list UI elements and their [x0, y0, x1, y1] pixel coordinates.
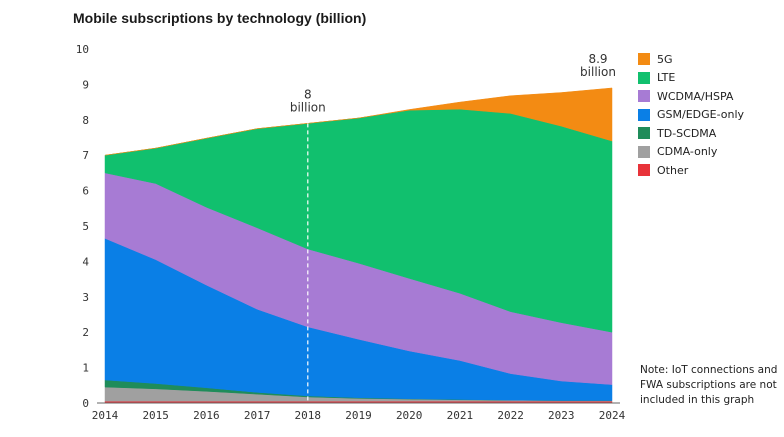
x-tick-label: 2023 [548, 409, 575, 422]
legend-label: WCDMA/HSPA [657, 89, 734, 103]
x-tick-label: 2022 [497, 409, 524, 422]
legend: 5G LTE WCDMA/HSPA GSM/EDGE-only TD-SCDMA CDMA… [638, 50, 744, 180]
x-tick-label: 2021 [447, 409, 474, 422]
legend-item: Other [638, 161, 744, 180]
legend-swatch [638, 127, 650, 140]
x-tick-label: 2020 [396, 409, 423, 422]
legend-swatch [638, 145, 650, 158]
y-tick-label: 3 [82, 291, 89, 304]
area-series-group [104, 87, 613, 404]
y-tick-label: 5 [82, 220, 89, 233]
x-tick-label: 2014 [92, 409, 119, 422]
axes-group: 0 1 2 3 4 5 6 7 8 9 10 2014 2015 2016 2017 2018 2019 2020… [76, 43, 626, 422]
x-tick-label: 2015 [142, 409, 169, 422]
y-tick-label: 2 [82, 326, 89, 339]
y-tick-label: 9 [82, 78, 89, 91]
legend-label: GSM/EDGE-only [657, 108, 745, 122]
x-tick-label: 2024 [599, 409, 626, 422]
note-line: Note: IoT connections and [640, 364, 778, 376]
x-tick-label: 2018 [295, 409, 322, 422]
chart-note: Note: IoT connections and FWA subscripti… [640, 363, 780, 408]
legend-swatch [638, 90, 650, 103]
y-tick-label: 1 [82, 362, 89, 375]
legend-swatch [638, 164, 650, 177]
y-tick-label: 10 [76, 43, 89, 56]
annotation-label: billion [290, 100, 326, 114]
legend-swatch [638, 53, 650, 66]
annotation-label: billion [580, 65, 616, 79]
y-tick-label: 4 [82, 255, 89, 268]
x-tick-label: 2017 [244, 409, 271, 422]
legend-label: Other [657, 163, 689, 177]
y-tick-label: 6 [82, 185, 89, 198]
note-line: included in this graph [640, 394, 755, 406]
y-tick-label: 0 [82, 397, 89, 410]
legend-label: CDMA-only [657, 145, 718, 159]
x-tick-label: 2016 [193, 409, 220, 422]
legend-item: 5G [638, 50, 744, 69]
legend-label: LTE [657, 71, 676, 85]
legend-label: TD-SCDMA [657, 126, 717, 140]
legend-swatch [638, 108, 650, 121]
area-5g [104, 87, 613, 156]
y-tick-label: 8 [82, 114, 89, 127]
chart-title: Mobile subscriptions by technology (bill… [73, 10, 367, 26]
legend-item: GSM/EDGE-only [638, 106, 744, 125]
legend-item: TD-SCDMA [638, 124, 744, 143]
legend-swatch [638, 71, 650, 84]
y-tick-label: 7 [82, 149, 89, 162]
legend-item: WCDMA/HSPA [638, 87, 744, 106]
x-tick-label: 2019 [345, 409, 372, 422]
annotation-label: 8.9 [588, 52, 607, 66]
annotation-label: 8 [304, 87, 312, 101]
legend-label: 5G [657, 52, 673, 66]
legend-item: LTE [638, 69, 744, 88]
note-line: FWA subscriptions are not [640, 379, 777, 391]
legend-item: CDMA-only [638, 143, 744, 162]
